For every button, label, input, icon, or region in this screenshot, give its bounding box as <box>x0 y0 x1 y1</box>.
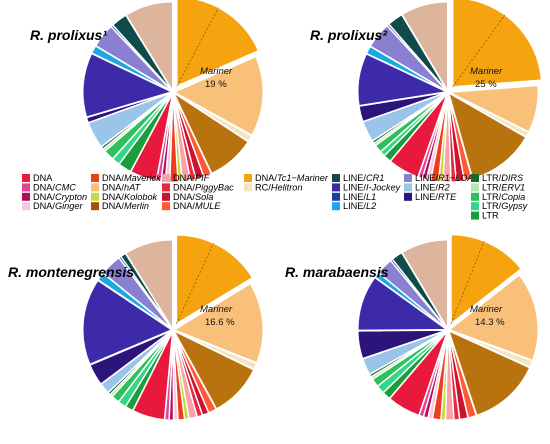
pie-slice-line-i-jockey <box>82 52 174 118</box>
legend-swatch <box>244 174 252 182</box>
pie-slice-line-rte <box>89 329 173 386</box>
legend-label: DNA/CMC <box>33 182 76 192</box>
legend-swatch <box>332 183 340 192</box>
legend-swatch <box>471 211 479 220</box>
legend-label: LTR/Gypsy <box>482 201 529 211</box>
pie-panel-prolixus2: R. prolixus² Mariner 25 % <box>310 0 543 183</box>
legend-swatch <box>22 202 30 211</box>
legend-label: DNA/Maverick <box>102 173 161 183</box>
pie-slice-dna-merlin <box>447 329 531 417</box>
legend-swatch <box>22 183 30 192</box>
mariner-divider-line <box>176 7 219 87</box>
legend-swatch <box>471 183 479 192</box>
legend-swatch <box>22 192 30 201</box>
panel-title: R. prolixus¹ <box>30 27 107 43</box>
legend-swatch <box>91 202 99 211</box>
legend-label: DNA/MULE <box>173 201 221 211</box>
legend-swatch <box>471 202 479 211</box>
legend-label: RC/Helitron <box>255 182 303 192</box>
legend-swatch <box>404 174 412 182</box>
legend-swatch <box>471 192 479 201</box>
legend-label: DNA/Ginger <box>33 201 83 211</box>
legend-swatch <box>162 192 170 201</box>
legend-label: DNA/hAT <box>102 182 142 192</box>
pie-slice-dna-hat <box>172 282 264 364</box>
pie-slices <box>357 0 543 183</box>
legend-swatch <box>244 183 252 192</box>
panel-title: R. marabaensis <box>285 264 389 280</box>
pie-slice-unclassified <box>125 1 174 94</box>
pie-slices <box>357 234 539 421</box>
mariner-slice-value: 19 % <box>205 79 227 90</box>
legend-swatch <box>91 174 99 182</box>
legend-label: DNA/PiggyBac <box>173 182 234 192</box>
pie-slice-line-i-jockey <box>82 279 174 366</box>
mariner-slice-value: 14.3 % <box>475 317 505 328</box>
mariner-divider-line <box>450 240 485 324</box>
legend-swatch <box>162 183 170 192</box>
legend-label: DNA/Tc1−Mariner <box>255 173 329 183</box>
pie-slice-dna-hat <box>447 273 539 362</box>
mariner-divider-line <box>176 242 214 325</box>
panel-title: R. montenegrensis <box>8 264 134 280</box>
pie-slice-unclassified <box>401 1 449 94</box>
legend-swatch <box>404 183 412 192</box>
legend-label: LINE/RTE <box>415 192 457 202</box>
mariner-slice-value: 16.6 % <box>205 317 235 328</box>
legend-swatch <box>22 174 30 182</box>
pie-slice-unclassified <box>401 239 449 332</box>
pie-slice-dna-tc1-mariner <box>450 234 523 326</box>
legend-label: LINE/L2 <box>343 201 376 211</box>
legend-label: DNA/Kolobok <box>102 192 158 202</box>
pie-slices <box>82 234 264 421</box>
legend-label: LTR/DIRS <box>482 173 524 183</box>
pie-slice-dna-hat <box>172 55 264 137</box>
legend-label: DNA <box>33 173 53 183</box>
mariner-slice-name: Mariner <box>200 66 233 77</box>
mariner-slice-name: Mariner <box>470 304 503 315</box>
legend-label: LINE/R1−LOA <box>415 173 473 183</box>
legend-label: LTR/ERV1 <box>482 182 525 192</box>
legend-label: LTR/Copia <box>482 192 525 202</box>
legend-swatch <box>404 192 412 201</box>
mariner-divider-line <box>452 14 506 88</box>
pie-panel-prolixus1: R. prolixus¹ Mariner 19 % <box>30 0 264 183</box>
pie-panel-marabaensis: R. marabaensis Mariner 14.3 % <box>285 234 539 421</box>
legend-label: LINE/R2 <box>415 182 450 192</box>
pie-slice-dna-tc1-mariner <box>452 0 543 88</box>
pie-slice-dna-tc1-mariner <box>176 0 260 88</box>
pie-slice-unclassified <box>124 239 174 332</box>
legend-swatch <box>162 202 170 211</box>
pie-slice-dna-tc1-mariner <box>175 234 254 326</box>
legend-label: DNA/Merlin <box>102 201 149 211</box>
legend-swatch <box>91 192 99 201</box>
legend-label: DNA/Crypton <box>33 192 87 202</box>
legend-swatch <box>471 174 479 182</box>
pie-slices <box>82 0 264 183</box>
legend-label: LTR <box>482 211 499 221</box>
legend-swatch <box>332 192 340 201</box>
legend-swatch <box>162 174 170 182</box>
legend-label: LINE/I-Jockey <box>343 182 402 192</box>
legend-swatch <box>332 202 340 211</box>
mariner-slice-name: Mariner <box>200 304 233 315</box>
legend-swatch <box>91 183 99 192</box>
legend-label: LINE/L1 <box>343 192 376 202</box>
pie-panel-montenegrensis: R. montenegrensis Mariner 16.6 % <box>8 234 264 421</box>
legend-label: DNA/Sola <box>173 192 213 202</box>
legend-label: LINE/CR1 <box>343 173 384 183</box>
panel-title: R. prolixus² <box>310 27 387 43</box>
mariner-slice-value: 25 % <box>475 79 497 90</box>
mariner-slice-name: Mariner <box>470 66 503 77</box>
legend-label: DNA/PIF <box>173 173 211 183</box>
legend-swatch <box>332 174 340 182</box>
